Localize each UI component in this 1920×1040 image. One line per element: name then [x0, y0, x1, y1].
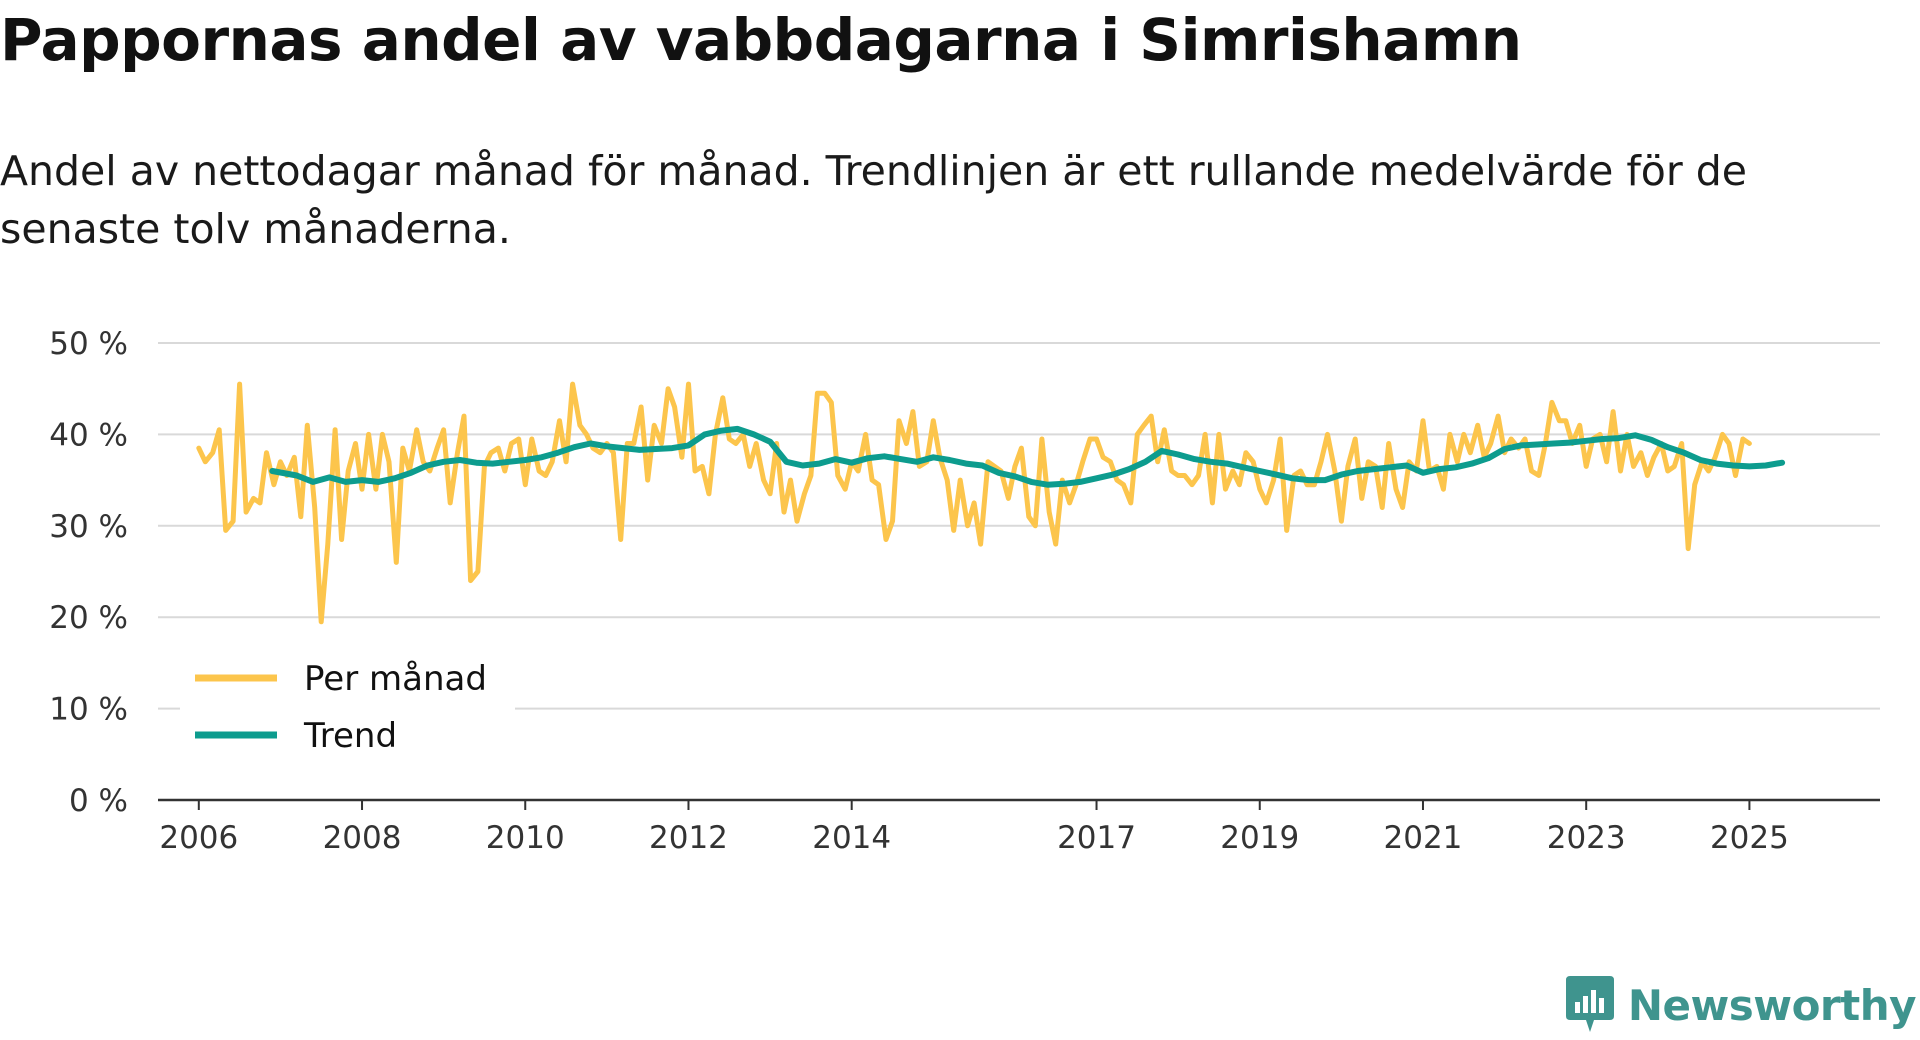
y-tick-label: 30 %	[49, 509, 128, 545]
y-tick-label: 0 %	[69, 783, 128, 819]
y-tick-label: 10 %	[49, 692, 128, 728]
series-line-per-manad	[196, 381, 1752, 625]
x-tick-label: 2012	[649, 820, 728, 856]
legend-background	[180, 645, 515, 770]
brand: Newsworthy	[1564, 974, 1917, 1036]
x-tick-label: 2017	[1057, 820, 1136, 856]
chart-title: Pappornas andel av vabbdagarna i Simrish…	[0, 6, 1522, 74]
x-tick-label: 2014	[812, 820, 891, 856]
legend-label: Trend	[303, 716, 397, 756]
y-tick-label: 20 %	[49, 600, 128, 636]
x-tick-label: 2025	[1710, 820, 1789, 856]
series-line-trend	[269, 425, 1786, 488]
y-tick-label: 40 %	[49, 417, 128, 453]
x-axis: 2006 2008 2010 2012 2014 2017 2019 2021 2023 2025	[158, 798, 1880, 856]
newsworthy-logo-icon	[1565, 976, 1614, 1032]
y-tick-label: 50 %	[49, 326, 128, 362]
chart-subtitle: Andel av nettodagar månad för månad. Tre…	[0, 147, 1747, 253]
brand-name: Newsworthy	[1627, 980, 1917, 1030]
legend-label: Per månad	[304, 659, 487, 699]
line-chart: 0 % 10 % 20 % 30 % 40 % 50 % 2006 2008 2010 2012…	[49, 326, 1880, 856]
legend: Per månad Trend	[180, 645, 515, 770]
x-tick-label: 2021	[1384, 820, 1463, 856]
x-tick-label: 2008	[323, 820, 402, 856]
y-axis: 0 % 10 % 20 % 30 % 40 % 50 %	[49, 326, 128, 819]
x-tick-label: 2019	[1220, 820, 1299, 856]
x-tick-label: 2010	[486, 820, 565, 856]
x-tick-label: 2006	[159, 820, 238, 856]
series-lines	[196, 381, 1786, 625]
x-tick-label: 2023	[1547, 820, 1626, 856]
